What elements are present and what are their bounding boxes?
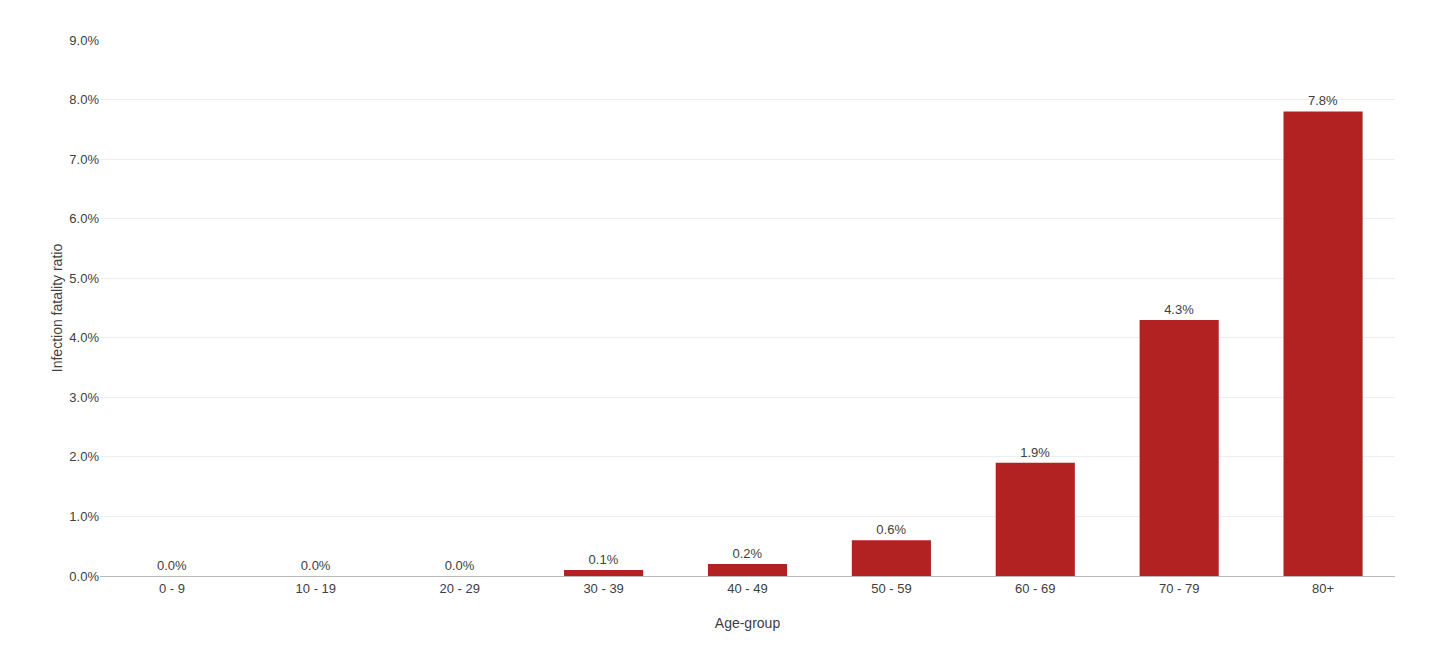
svg-text:0.2%: 0.2% (732, 546, 762, 561)
svg-text:70 - 79: 70 - 79 (1159, 581, 1199, 596)
svg-text:30 - 39: 30 - 39 (583, 581, 623, 596)
svg-text:0 - 9: 0 - 9 (159, 581, 185, 596)
svg-text:0.0%: 0.0% (445, 558, 475, 573)
svg-text:40 - 49: 40 - 49 (727, 581, 767, 596)
svg-text:6.0%: 6.0% (69, 211, 99, 226)
svg-text:20 - 29: 20 - 29 (439, 581, 479, 596)
svg-text:0.1%: 0.1% (589, 552, 619, 567)
svg-text:Age-group: Age-group (715, 615, 781, 631)
svg-text:9.0%: 9.0% (69, 33, 99, 48)
svg-text:8.0%: 8.0% (69, 92, 99, 107)
svg-text:50 - 59: 50 - 59 (871, 581, 911, 596)
svg-text:7.8%: 7.8% (1308, 93, 1338, 108)
svg-text:5.0%: 5.0% (69, 271, 99, 286)
svg-text:1.9%: 1.9% (1020, 445, 1050, 460)
svg-text:80+: 80+ (1312, 581, 1334, 596)
svg-text:4.3%: 4.3% (1164, 302, 1194, 317)
svg-text:10 - 19: 10 - 19 (296, 581, 336, 596)
svg-text:0.0%: 0.0% (69, 569, 99, 584)
svg-text:Infection fatality ratio: Infection fatality ratio (49, 244, 65, 373)
svg-text:7.0%: 7.0% (69, 152, 99, 167)
svg-text:4.0%: 4.0% (69, 330, 99, 345)
svg-text:60 - 69: 60 - 69 (1015, 581, 1055, 596)
svg-text:0.6%: 0.6% (876, 522, 906, 537)
svg-text:2.0%: 2.0% (69, 449, 99, 464)
svg-text:1.0%: 1.0% (69, 509, 99, 524)
svg-text:0.0%: 0.0% (301, 558, 331, 573)
svg-text:0.0%: 0.0% (157, 558, 187, 573)
svg-text:3.0%: 3.0% (69, 390, 99, 405)
